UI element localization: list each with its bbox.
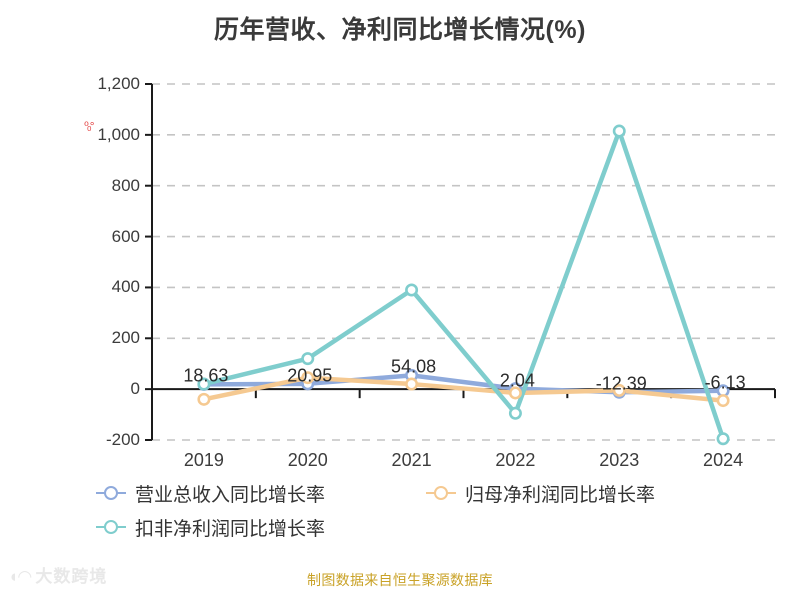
series-point-1-1 — [301, 371, 315, 385]
series-point-1-2 — [405, 377, 419, 391]
data-label: 2.04 — [499, 370, 535, 391]
legend-item-deducted-profit[interactable]: 扣非净利润同比增长率 — [96, 514, 426, 541]
y-tick-label: 1,000 — [97, 124, 140, 144]
series-point-2-5 — [716, 432, 730, 446]
chart-legend: 营业总收入同比增长率 归母净利润同比增长率 — [96, 476, 786, 544]
legend-item-revenue[interactable]: 营业总收入同比增长率 — [96, 480, 426, 507]
x-tick-label: 2019 — [183, 450, 224, 470]
legend-marker-icon — [426, 484, 456, 502]
series-line-1 — [201, 375, 726, 403]
legend-item-net-profit[interactable]: 归母净利润同比增长率 — [426, 480, 655, 507]
y-tick-label: 0 — [130, 379, 140, 399]
data-label: 20.95 — [287, 365, 333, 386]
source-note: 制图数据来自恒生聚源数据库 — [307, 572, 493, 588]
watermark-logo: ◖◠ 大数跨境 — [8, 568, 107, 585]
page-title: 历年营收、净利同比增长情况(%) — [214, 16, 586, 44]
y-tick-label: 1,200 — [97, 74, 140, 93]
x-tick-label: 2021 — [391, 450, 432, 470]
legend-label: 营业总收入同比增长率 — [135, 484, 326, 506]
series-point-2-3 — [508, 406, 522, 420]
series-point-1-3 — [508, 386, 522, 400]
series-point-1-0 — [197, 392, 211, 406]
x-tick-label: 2020 — [287, 450, 328, 470]
y-tick-label: 800 — [111, 175, 140, 195]
y-tick-label: 400 — [111, 277, 140, 297]
legend-label: 扣非净利润同比增长率 — [135, 518, 326, 540]
series-point-1-4 — [612, 383, 626, 397]
legend-marker-icon — [96, 518, 126, 536]
y-tick-label: -200 — [105, 430, 140, 449]
series-point-1-5 — [716, 394, 730, 408]
series-point-2-1 — [301, 352, 315, 366]
series-line-2 — [201, 128, 726, 441]
legend-marker-icon — [96, 484, 126, 502]
series-point-2-4 — [612, 124, 626, 138]
legend-row-2: 扣非净利润同比增长率 — [96, 510, 786, 544]
legend-row-1: 营业总收入同比增长率 归母净利润同比增长率 — [96, 476, 786, 510]
y-tick-label: 600 — [111, 226, 140, 246]
data-label: -6.13 — [704, 372, 746, 393]
data-label: 54.08 — [391, 356, 437, 377]
x-tick-label: 2024 — [703, 450, 744, 470]
watermark-logo-text: 大数跨境 — [35, 567, 108, 586]
y-tick-label: 200 — [111, 328, 140, 348]
legend-label: 归母净利润同比增长率 — [465, 484, 656, 506]
watermark-logo-icon: ◖◠ — [8, 567, 32, 586]
x-tick-label: 2022 — [495, 450, 536, 470]
x-tick-label: 2023 — [599, 450, 640, 470]
series-point-2-2 — [405, 283, 419, 297]
data-label: 18.63 — [183, 365, 229, 386]
data-label: -12.39 — [595, 373, 647, 394]
series-point-2-0 — [197, 377, 211, 391]
